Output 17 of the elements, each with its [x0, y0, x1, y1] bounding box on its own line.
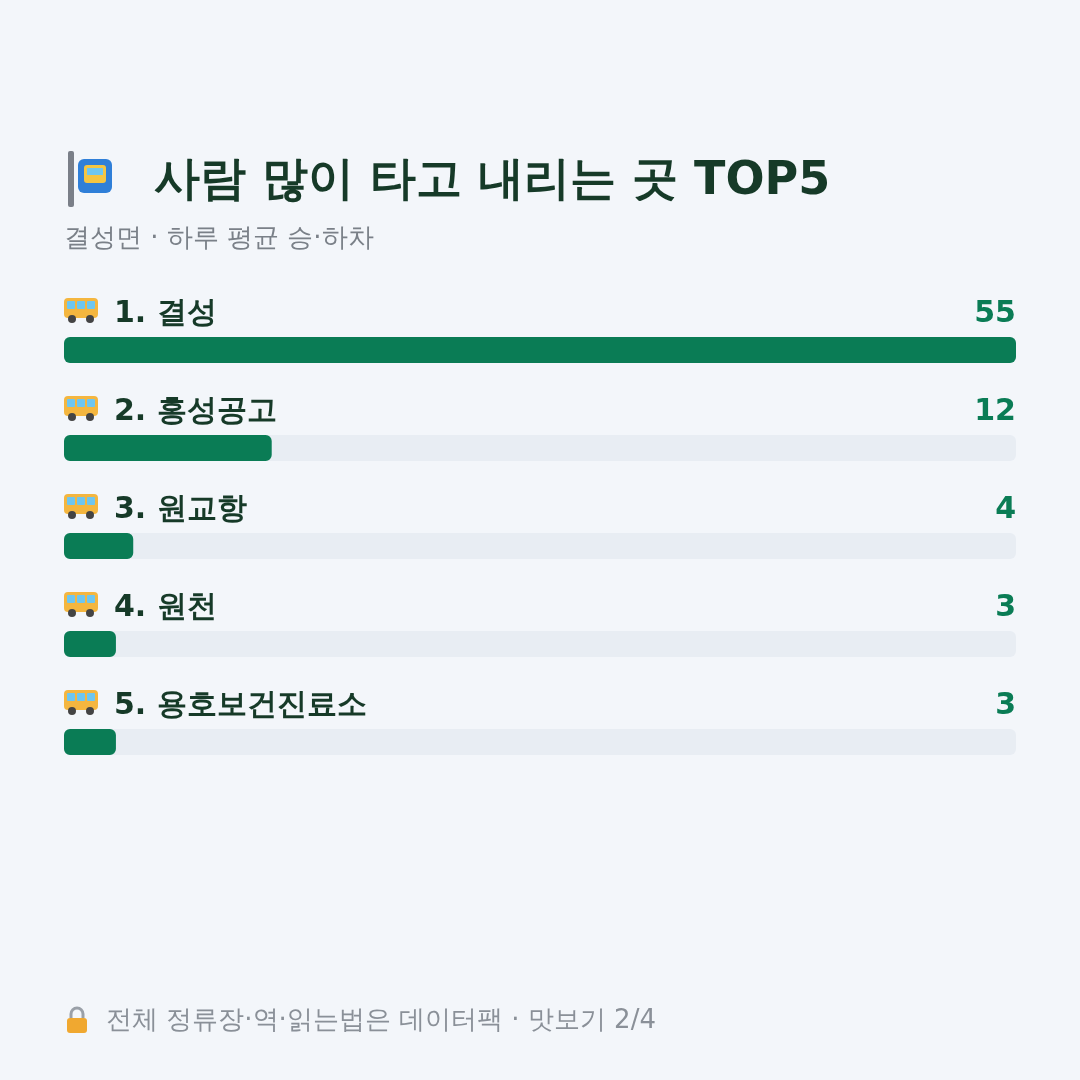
y-tick-label: 3. 원교항 [114, 490, 247, 525]
data-label: 3 [995, 588, 1016, 623]
y-tick-label: 2. 홍성공고 [114, 392, 277, 427]
text: 전체 정류장·역·읽는법은 데이터팩 · 맛보기 2/4 [106, 1003, 656, 1036]
bar [64, 729, 116, 755]
chart-title: 사람 많이 타고 내리는 곳 TOP5 [154, 150, 831, 207]
y-tick-label: 5. 용호보건진료소 [114, 686, 367, 721]
y-tick-label: 4. 원천 [114, 588, 217, 623]
y-tick-label: 1. 결성 [114, 294, 217, 329]
data-label: 3 [995, 686, 1016, 721]
chart-subtitle: 결성면 · 하루 평균 승·하차 [64, 221, 374, 254]
data-label: 55 [974, 294, 1016, 329]
bar [64, 631, 116, 657]
bar [64, 435, 272, 461]
data-label: 12 [974, 392, 1016, 427]
data-label: 4 [995, 490, 1016, 525]
bar [64, 533, 134, 559]
